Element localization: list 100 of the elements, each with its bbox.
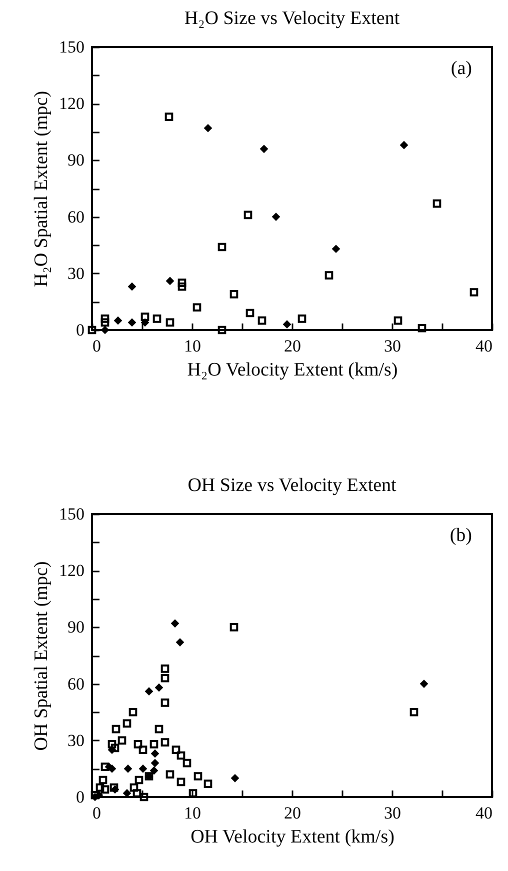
point — [246, 308, 254, 318]
y-tick-label: 90 — [68, 150, 84, 170]
point — [324, 271, 334, 280]
x-tick-label: 10 — [184, 336, 201, 356]
point — [164, 112, 174, 121]
point — [130, 783, 138, 792]
point — [124, 764, 132, 773]
point — [144, 687, 154, 696]
chart-title: OH Size vs Velocity Extent — [188, 475, 398, 496]
point — [150, 766, 158, 775]
point — [152, 314, 162, 323]
point — [172, 746, 180, 754]
y-tick-label: 150 — [59, 504, 84, 524]
point — [204, 124, 212, 132]
x-tick-label: 20 — [284, 336, 301, 356]
x-tick-label: 40 — [476, 804, 492, 822]
point — [110, 744, 120, 752]
point — [176, 751, 186, 760]
point — [420, 680, 428, 688]
point — [394, 316, 402, 325]
point — [298, 314, 306, 323]
annotation: (a) — [450, 58, 472, 79]
point — [138, 746, 148, 754]
x-axis-title: H₂O Velocity Extent (km/s) — [187, 360, 398, 380]
point — [118, 736, 126, 745]
x-axis-title: OH Velocity Extent (km/s) — [190, 826, 394, 848]
point — [166, 770, 174, 779]
annotation: (b) — [450, 525, 472, 546]
point — [88, 326, 96, 334]
point — [400, 140, 408, 150]
point — [166, 318, 174, 327]
point — [128, 708, 138, 716]
point — [470, 288, 478, 296]
point — [150, 758, 160, 768]
point — [192, 303, 202, 312]
y-tick-label: 60 — [68, 207, 84, 226]
point — [260, 144, 268, 154]
point — [160, 738, 170, 746]
point — [140, 792, 148, 802]
y-tick-label: 90 — [68, 618, 84, 637]
x-tick-label: 0 — [92, 336, 101, 356]
point — [100, 314, 110, 323]
point — [134, 776, 144, 784]
y-tick-label: 0 — [76, 320, 84, 340]
point — [432, 199, 442, 208]
point — [114, 316, 122, 325]
point — [100, 326, 110, 334]
point — [332, 244, 340, 254]
x-tick-label: 20 — [284, 804, 301, 822]
point — [218, 242, 226, 252]
x-tick-label: 0 — [92, 804, 101, 822]
point — [112, 724, 120, 734]
point — [178, 282, 186, 291]
y-tick-label: 30 — [68, 264, 84, 283]
y-tick-label: 30 — [68, 730, 84, 750]
x-tick-label: 30 — [384, 336, 401, 356]
point — [134, 740, 142, 748]
point — [204, 780, 212, 788]
point — [230, 290, 238, 298]
point — [230, 774, 240, 782]
point — [128, 282, 136, 291]
x-tick-label: 10 — [184, 804, 201, 822]
y-tick-label: 0 — [76, 788, 84, 806]
point — [108, 740, 116, 748]
point — [160, 664, 170, 673]
point — [140, 312, 150, 321]
point — [138, 764, 148, 773]
point — [272, 212, 280, 221]
point — [194, 772, 202, 780]
x-tick-label: 30 — [384, 804, 401, 822]
point — [150, 740, 158, 748]
point — [100, 318, 110, 327]
point — [154, 683, 164, 692]
point — [244, 210, 252, 220]
point — [128, 318, 136, 327]
y-tick-label: 150 — [59, 38, 84, 56]
point — [258, 316, 266, 325]
point — [100, 762, 110, 771]
point — [160, 698, 170, 707]
point — [154, 724, 164, 734]
point — [122, 719, 132, 728]
point — [176, 638, 184, 646]
point — [100, 785, 110, 794]
y-axis-title: OH Spatial Extent (mpc) — [31, 561, 52, 751]
x-tick-label: 40 — [476, 336, 492, 356]
point — [418, 324, 426, 332]
point — [98, 776, 108, 784]
chart-title: H₂O Size vs Velocity Extent — [184, 8, 400, 29]
point — [150, 749, 160, 758]
point — [410, 708, 418, 716]
point — [170, 619, 180, 628]
point — [160, 674, 170, 682]
point — [218, 326, 226, 334]
point — [166, 276, 174, 286]
y-tick-label: 60 — [68, 674, 84, 694]
point — [176, 778, 186, 786]
point — [96, 783, 104, 792]
point — [178, 278, 186, 287]
y-axis-title: H₂O Spatial Extent (mpc) — [31, 90, 52, 288]
y-tick-label: 120 — [59, 561, 84, 580]
